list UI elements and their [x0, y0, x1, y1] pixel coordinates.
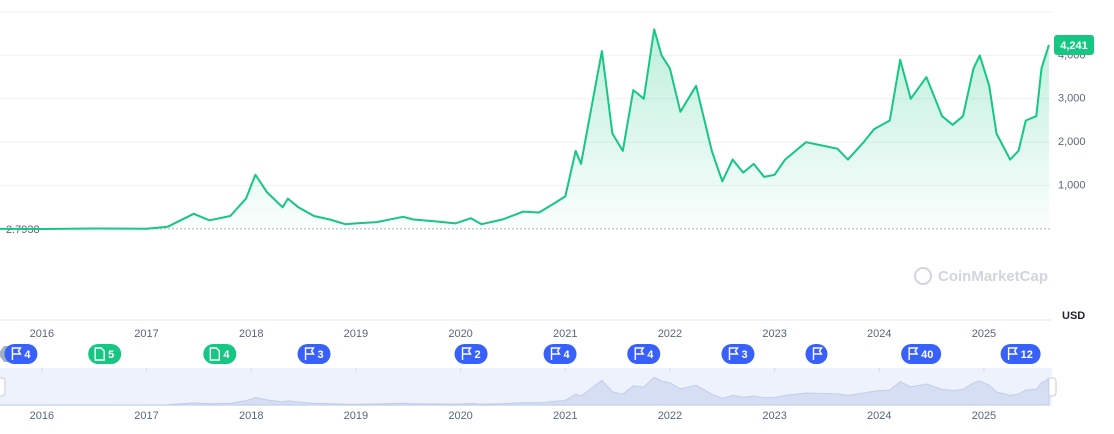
event-marker[interactable]: 3 — [297, 344, 331, 364]
event-marker[interactable]: 5 — [88, 344, 122, 364]
current-price-label: 4,241 — [1060, 40, 1088, 52]
y-tick-label: 2,000 — [1058, 136, 1086, 148]
currency-label: USD — [1062, 310, 1085, 322]
event-pill — [1000, 344, 1041, 364]
flag-icon — [304, 347, 315, 360]
flag-icon — [1007, 347, 1018, 360]
event-label: 5 — [108, 349, 114, 361]
event-label: 4 — [647, 349, 654, 361]
event-marker[interactable] — [805, 344, 828, 364]
navigator-area — [0, 376, 1050, 406]
navigator-handle[interactable] — [0, 377, 6, 397]
y-tick-label: 1,000 — [1058, 180, 1086, 192]
x-tick-label: 2021 — [553, 328, 577, 340]
price-line — [0, 28, 1050, 230]
event-marker[interactable]: 12 — [1000, 344, 1041, 364]
flag-icon — [908, 347, 919, 360]
event-label: 4 — [564, 349, 571, 361]
watermark: CoinMarketCap — [938, 268, 1048, 285]
x-tick-label: 2024 — [867, 328, 891, 340]
event-label: 40 — [921, 349, 933, 361]
doc-icon — [94, 347, 105, 361]
event-label: 12 — [1021, 349, 1033, 361]
navigator-x-tick-label: 2025 — [972, 410, 996, 422]
event-pill — [901, 344, 942, 364]
navigator-x-tick-label: 2021 — [553, 410, 577, 422]
flag-icon — [634, 347, 645, 360]
x-tick-label: 2020 — [448, 328, 472, 340]
x-tick-label: 2023 — [762, 328, 786, 340]
flag-icon — [728, 347, 739, 360]
event-label: 3 — [741, 349, 747, 361]
navigator-x-tick-label: 2017 — [134, 410, 158, 422]
event-label: 3 — [318, 349, 324, 361]
x-tick-label: 2016 — [30, 328, 54, 340]
chart-layer: 1,0002,0003,0004,00020162016201720172018… — [0, 11, 1094, 422]
x-tick-label: 2018 — [239, 328, 263, 340]
event-marker[interactable]: 2 — [454, 344, 488, 364]
event-label: 4 — [24, 349, 31, 361]
x-tick-label: 2022 — [658, 328, 682, 340]
doc-icon — [209, 347, 221, 361]
event-marker[interactable]: 4 — [4, 344, 38, 364]
x-tick-label: 2025 — [972, 328, 996, 340]
event-marker[interactable]: 4 — [543, 344, 577, 364]
navigator-x-tick-label: 2023 — [762, 410, 786, 422]
navigator-x-tick-label: 2018 — [239, 410, 263, 422]
navigator-x-tick-label: 2019 — [344, 410, 368, 422]
navigator-x-tick-label: 2016 — [30, 410, 54, 422]
y-tick-label: 3,000 — [1058, 93, 1086, 105]
event-marker[interactable]: 3 — [721, 344, 755, 364]
x-tick-label: 2019 — [344, 328, 368, 340]
current-price-badge — [1054, 34, 1094, 55]
event-marker[interactable]: 4 — [627, 344, 661, 364]
event-label: 2 — [475, 349, 481, 361]
flag-icon — [812, 347, 823, 360]
x-tick-label: 2017 — [134, 328, 158, 340]
event-marker[interactable]: 4 — [203, 344, 237, 364]
event-marker[interactable]: 40 — [901, 344, 942, 364]
watermark-logo — [914, 267, 932, 285]
flag-icon — [11, 347, 22, 360]
flag-icon — [461, 347, 472, 360]
navigator-x-tick-label: 2024 — [867, 410, 891, 422]
price-area — [0, 29, 1049, 230]
navigator-x-tick-label: 2020 — [448, 410, 472, 422]
navigator-x-tick-label: 2022 — [658, 410, 682, 422]
event-label: 4 — [223, 349, 230, 361]
flag-icon — [550, 347, 561, 360]
